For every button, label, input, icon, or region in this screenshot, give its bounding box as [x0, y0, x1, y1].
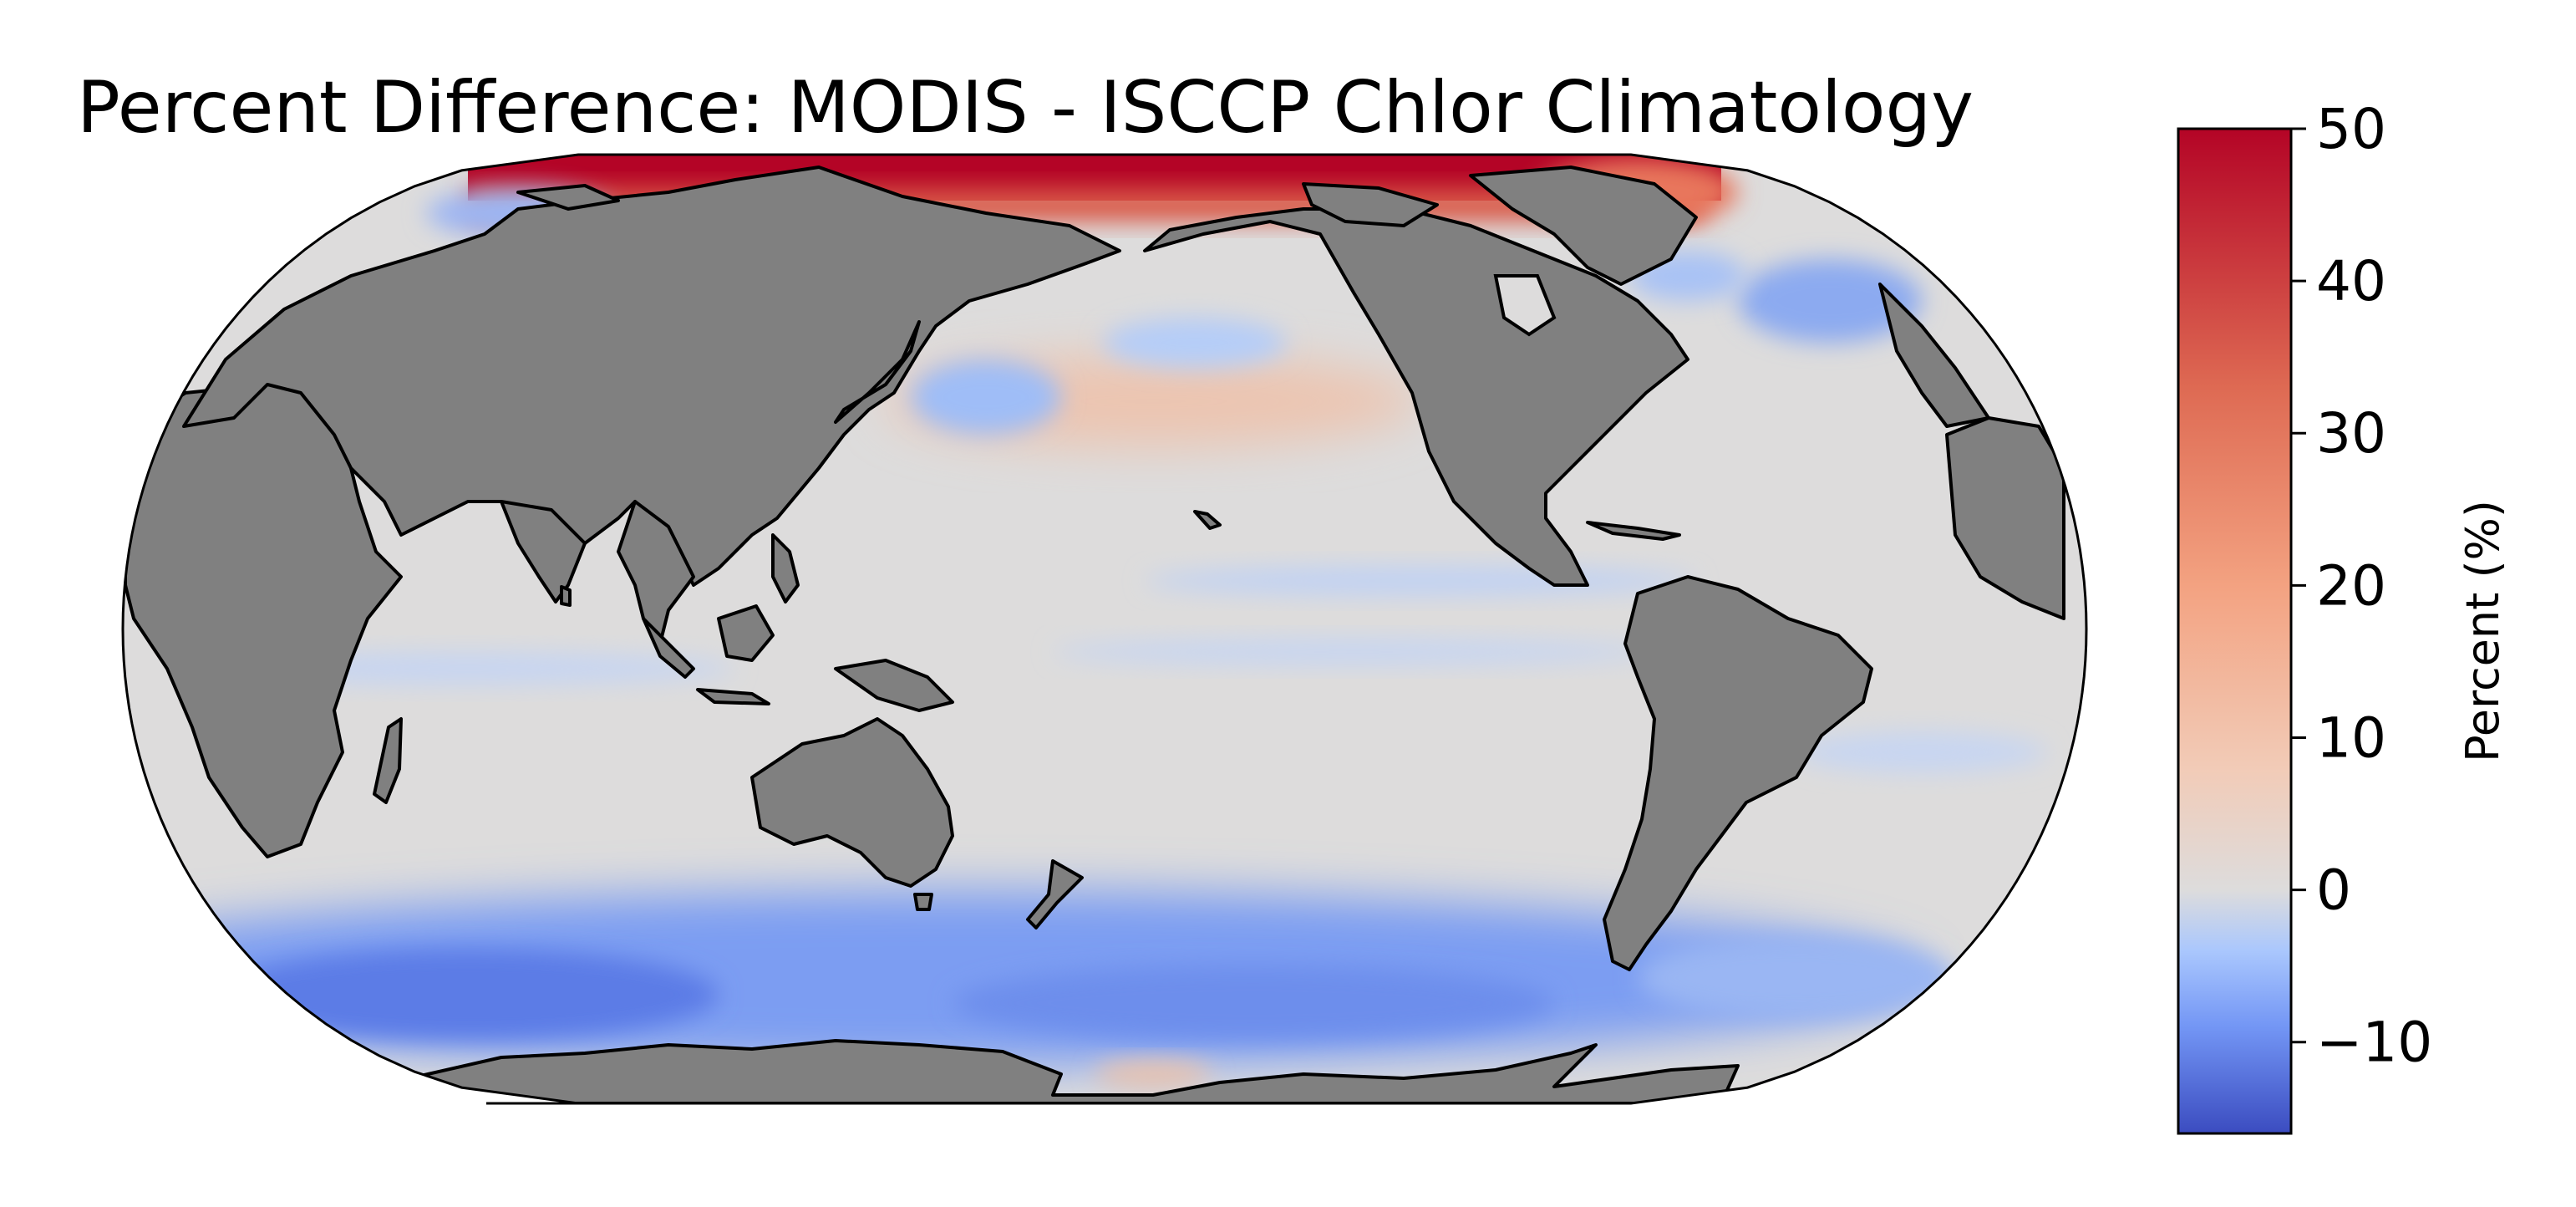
- sumatra: [642, 617, 695, 679]
- hudson-bay: [1493, 274, 1557, 337]
- world-map: [121, 153, 2088, 1105]
- colorbar-tick-label: 20: [2316, 553, 2386, 618]
- colorbar-tick-label: 0: [2316, 858, 2351, 923]
- new-zealand: [1026, 859, 1084, 929]
- colorbar-label: Percent (%): [2457, 500, 2509, 762]
- equatorial-pacific-band: [1053, 639, 1654, 665]
- north-america: [1143, 207, 1689, 587]
- bering-negative: [1103, 318, 1287, 368]
- colorbar-gradient: [2177, 127, 2293, 1135]
- greenland: [1469, 166, 1698, 286]
- svalbard-region: [516, 184, 620, 211]
- borneo: [717, 604, 775, 662]
- eurasia: [182, 166, 1121, 587]
- australia: [750, 717, 954, 888]
- southern-ocean-edge: [1638, 936, 1955, 1020]
- western-europe: [1878, 283, 1990, 428]
- northwest-pacific-negative: [911, 359, 1061, 435]
- arctic-archipelago: [1302, 182, 1439, 227]
- colorbar-tick-label: −10: [2316, 1011, 2432, 1075]
- southern-ocean-core-east: [953, 965, 1554, 1041]
- tasmania: [913, 893, 933, 911]
- colorbar-tick-label: 50: [2316, 97, 2386, 161]
- west-africa: [1945, 416, 2065, 620]
- madagascar: [373, 717, 403, 804]
- tropical-pacific-band: [1145, 566, 1696, 596]
- antarctica: [399, 1039, 1740, 1103]
- map-border: [121, 153, 2088, 1105]
- colorbar-tick-label: 30: [2316, 401, 2386, 466]
- land: [124, 166, 2065, 1103]
- philippines: [771, 533, 800, 604]
- japan: [834, 320, 921, 424]
- new-guinea: [834, 659, 954, 712]
- antarctic-warm-patch: [1095, 1061, 1212, 1087]
- south-america: [1603, 575, 1873, 971]
- north-atlantic-negative: [1738, 259, 1922, 343]
- sri-lanka: [560, 585, 572, 607]
- southern-ocean-core-west: [217, 949, 719, 1041]
- java: [696, 688, 770, 705]
- hawaii: [1193, 510, 1222, 530]
- map-title: Percent Difference: MODIS - ISCCP Chlor …: [77, 66, 1974, 150]
- colorbar-tick-label: 40: [2316, 249, 2386, 313]
- colorbar-tick-label: 10: [2316, 705, 2386, 770]
- colorbar-ticks: 50 40 30 20 10 0 −10: [2291, 97, 2432, 1075]
- cuba: [1586, 521, 1681, 541]
- south-atlantic-band: [1796, 731, 2047, 773]
- colorbar: 50 40 30 20 10 0 −10 Percent (%): [2177, 97, 2509, 1135]
